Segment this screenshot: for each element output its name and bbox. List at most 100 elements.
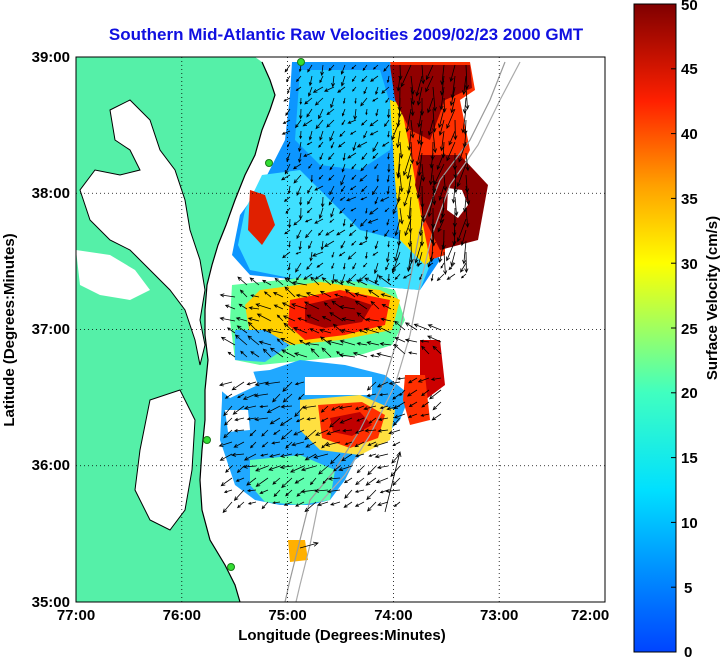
velocity-vector — [336, 229, 346, 236]
velocity-region-south-hole2 — [305, 377, 372, 395]
velocity-vector — [446, 273, 456, 280]
velocity-vector — [243, 405, 257, 410]
velocity-vector — [409, 240, 414, 264]
velocity-vector — [338, 405, 353, 410]
velocity-vector — [446, 141, 456, 162]
velocity-vector — [365, 207, 368, 214]
velocity-vector — [286, 152, 291, 162]
velocity-vector — [393, 413, 406, 419]
velocity-vector — [307, 64, 313, 73]
velocity-vector — [246, 488, 257, 493]
velocity-vector — [272, 393, 281, 403]
velocity-vector — [247, 321, 260, 334]
velocity-vector — [340, 328, 356, 334]
velocity-vector — [296, 185, 302, 196]
velocity-vector — [345, 280, 356, 286]
velocity-vector — [325, 229, 335, 236]
velocity-vector — [284, 229, 291, 235]
velocity-vector — [432, 401, 442, 411]
velocity-vector — [430, 377, 442, 381]
velocity-vector — [240, 350, 248, 358]
velocity-vector — [386, 75, 390, 84]
velocity-vector — [366, 381, 377, 391]
velocity-vector — [370, 300, 380, 310]
velocity-region-east-red2 — [403, 375, 430, 425]
velocity-vector — [223, 489, 233, 494]
velocity-vector — [414, 240, 423, 264]
velocity-vector — [408, 351, 418, 355]
velocity-vector — [394, 273, 401, 281]
velocity-vector — [427, 97, 434, 114]
y-tick-label: 36:00 — [32, 457, 70, 474]
velocity-vector — [360, 97, 368, 107]
velocity-vector — [321, 316, 332, 322]
velocity-vector — [320, 405, 329, 413]
velocity-vector — [299, 97, 303, 105]
velocity-vector — [279, 417, 293, 427]
velocity-vector — [379, 405, 389, 410]
velocity-vectors — [218, 64, 471, 549]
velocity-region-west-red — [248, 190, 275, 245]
velocity-vector — [294, 477, 305, 484]
velocity-vector — [330, 453, 341, 465]
velocity-vector — [310, 276, 320, 286]
velocity-vector — [399, 389, 406, 397]
velocity-vector — [370, 75, 379, 82]
velocity-vector — [381, 303, 392, 310]
velocity-vector — [393, 401, 406, 410]
velocity-vector — [408, 262, 412, 270]
velocity-vector — [432, 185, 437, 206]
velocity-vector — [410, 119, 415, 139]
velocity-vector — [314, 185, 324, 191]
velocity-vector — [438, 108, 445, 129]
velocity-vector — [367, 465, 377, 476]
velocity-vector — [438, 185, 445, 201]
velocity-vector — [434, 163, 445, 186]
velocity-vector — [393, 240, 401, 262]
velocity-vector — [464, 174, 470, 194]
velocity-vector — [419, 273, 423, 281]
colorbar-tick-label: 25 — [681, 321, 698, 338]
velocity-vector — [284, 286, 296, 298]
velocity-vector — [446, 240, 456, 262]
velocity-vector — [407, 130, 412, 151]
velocity-vector — [320, 64, 325, 77]
velocity-vector — [249, 441, 257, 449]
velocity-vector — [354, 300, 368, 310]
velocity-vector — [326, 339, 344, 346]
velocity-vector — [363, 327, 380, 334]
velocity-vector — [284, 277, 296, 286]
velocity-vector — [369, 207, 379, 215]
velocity-vector — [224, 417, 233, 426]
velocity-vector — [354, 441, 365, 448]
bathymetry-contour-2 — [295, 61, 521, 602]
velocity-vector — [292, 163, 302, 170]
velocity-vector — [437, 218, 445, 233]
velocity-vector — [394, 337, 406, 343]
velocity-vector — [375, 86, 379, 95]
bay-coastline — [79, 99, 206, 366]
velocity-vector — [400, 64, 412, 88]
velocity-vector — [305, 441, 317, 448]
radar-stations — [203, 58, 305, 571]
velocity-region-small-south — [288, 540, 308, 562]
velocity-vector — [296, 229, 302, 240]
velocity-vector — [393, 320, 406, 331]
velocity-vector — [372, 152, 379, 159]
sound-water — [135, 390, 195, 530]
velocity-vector — [298, 393, 305, 400]
velocity-vector — [438, 240, 445, 264]
velocity-region-south-dark — [330, 412, 372, 436]
velocity-vector — [299, 196, 303, 206]
velocity-vector — [288, 240, 291, 248]
velocity-vector — [284, 163, 291, 175]
velocity-vector — [317, 501, 329, 507]
velocity-vector — [347, 251, 357, 260]
velocity-vector — [298, 240, 302, 251]
velocity-vector — [452, 218, 457, 238]
velocity-vector — [398, 64, 403, 81]
y-tick-label: 37:00 — [32, 321, 70, 338]
velocity-vector — [280, 453, 293, 458]
velocity-vector — [407, 413, 418, 418]
